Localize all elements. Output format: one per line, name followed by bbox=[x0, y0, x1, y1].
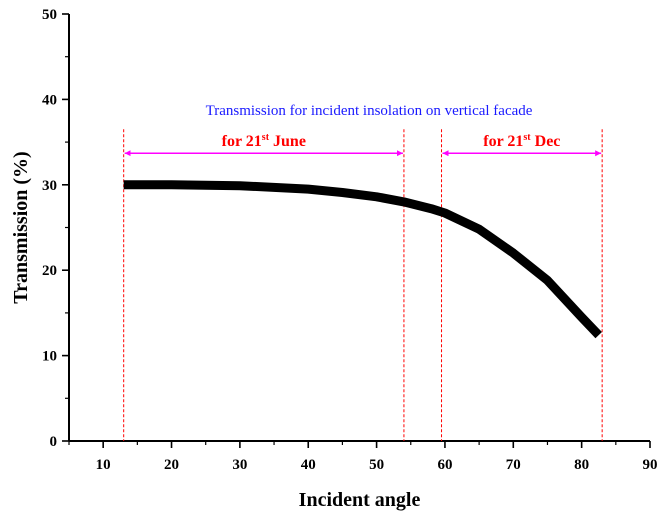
y-axis-label: Transmission (%) bbox=[10, 151, 32, 303]
series-line bbox=[123, 180, 602, 339]
y-tick-label: 0 bbox=[50, 434, 58, 450]
annotation-main-text: Transmission for incident insolation on … bbox=[206, 103, 533, 119]
x-tick-label: 90 bbox=[643, 457, 658, 473]
series-group bbox=[123, 180, 602, 339]
x-tick-label: 50 bbox=[369, 457, 384, 473]
x-tick-label: 10 bbox=[96, 457, 111, 473]
x-axis-label: Incident angle bbox=[299, 489, 421, 511]
label-dec: for 21st Dec bbox=[483, 132, 560, 150]
annotations: for 21st June for 21st Dec bbox=[124, 132, 602, 157]
x-tick-label: 30 bbox=[232, 457, 247, 473]
x-tick-label: 60 bbox=[437, 457, 452, 473]
reference-lines bbox=[123, 129, 603, 441]
x-tick-label: 40 bbox=[301, 457, 316, 473]
x-tick-label: 70 bbox=[506, 457, 521, 473]
y-tick-label: 30 bbox=[42, 178, 57, 194]
label-june: for 21st June bbox=[222, 132, 306, 150]
y-tick-label: 10 bbox=[42, 349, 57, 365]
x-tick-label: 80 bbox=[574, 457, 589, 473]
y-tick-label: 50 bbox=[42, 7, 57, 23]
axes: 10 20 30 40 50 60 70 80 90 0 10 20 30 40 50 bbox=[42, 7, 658, 473]
y-tick-label: 20 bbox=[42, 263, 57, 279]
y-tick-label: 40 bbox=[42, 92, 57, 108]
x-tick-label: 20 bbox=[164, 457, 179, 473]
